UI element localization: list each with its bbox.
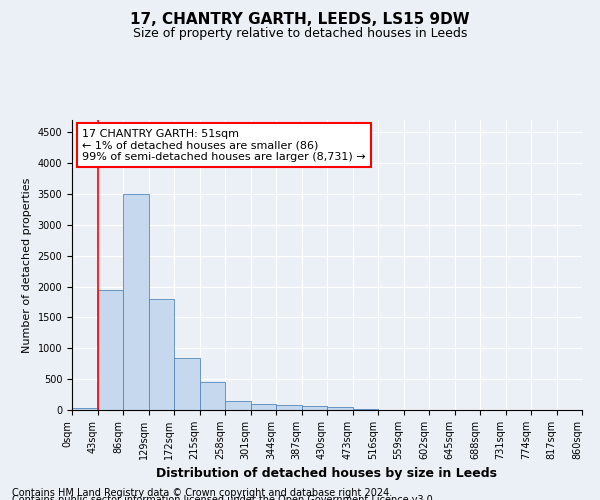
Bar <box>327 407 353 410</box>
X-axis label: Distribution of detached houses by size in Leeds: Distribution of detached houses by size … <box>157 468 497 480</box>
Bar <box>174 358 199 410</box>
Bar <box>225 400 251 410</box>
Bar <box>276 406 302 410</box>
Bar <box>97 290 123 410</box>
Bar <box>302 406 327 410</box>
Bar <box>199 382 225 410</box>
Text: Size of property relative to detached houses in Leeds: Size of property relative to detached ho… <box>133 28 467 40</box>
Bar <box>353 409 378 410</box>
Text: Contains public sector information licensed under the Open Government Licence v3: Contains public sector information licen… <box>12 495 436 500</box>
Text: 17 CHANTRY GARTH: 51sqm
← 1% of detached houses are smaller (86)
99% of semi-det: 17 CHANTRY GARTH: 51sqm ← 1% of detached… <box>82 128 366 162</box>
Bar <box>72 408 97 410</box>
Bar <box>149 299 174 410</box>
Bar <box>251 404 276 410</box>
Text: Contains HM Land Registry data © Crown copyright and database right 2024.: Contains HM Land Registry data © Crown c… <box>12 488 392 498</box>
Text: 17, CHANTRY GARTH, LEEDS, LS15 9DW: 17, CHANTRY GARTH, LEEDS, LS15 9DW <box>130 12 470 28</box>
Bar <box>123 194 149 410</box>
Y-axis label: Number of detached properties: Number of detached properties <box>22 178 32 352</box>
